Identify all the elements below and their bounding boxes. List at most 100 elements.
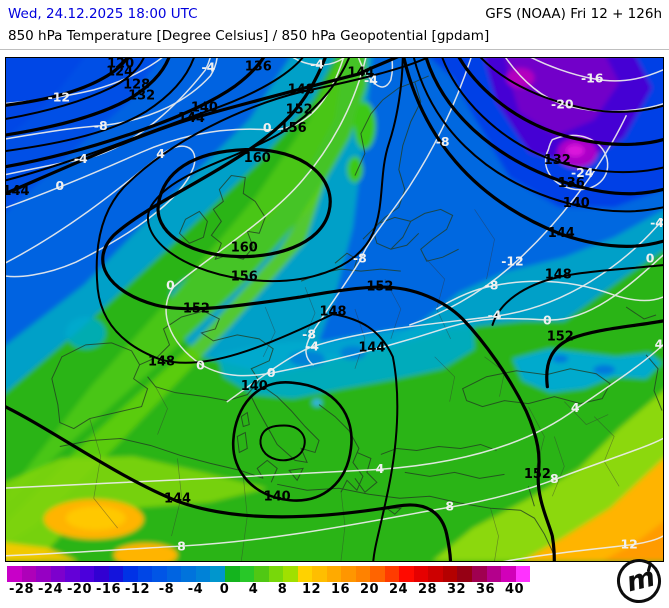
legend-color-segment xyxy=(239,566,255,582)
legend-color-segment xyxy=(166,566,182,582)
temperature-label: 0 xyxy=(543,312,552,327)
temperature-scale-labels: -28 -24 -20 -16 -12 -8 -4 0 4 8 12 16 20 24 28 32 36 40 xyxy=(0,582,669,599)
geopotential-label: 140 xyxy=(191,100,218,115)
legend-color-segment xyxy=(152,566,167,582)
legend-tick-label: -12 xyxy=(125,582,150,597)
legend-color-segment xyxy=(370,566,385,582)
legend-tick-label: 28 xyxy=(417,582,438,597)
legend-color-segment xyxy=(210,566,225,582)
legend-tick-label: -20 xyxy=(67,582,92,597)
legend-color-segment xyxy=(181,566,196,582)
legend-color-segment xyxy=(326,566,342,582)
legend-tick-label: 16 xyxy=(330,582,351,597)
legend-color-segment xyxy=(457,566,472,582)
temperature-label: 8 xyxy=(177,539,186,554)
temperature-label: 8 xyxy=(445,499,454,514)
temperature-label: 0 xyxy=(166,278,175,293)
temperature-label: 12 xyxy=(620,537,637,552)
geopotential-contours xyxy=(6,58,663,561)
geopotential-label: 156 xyxy=(280,121,307,136)
geopotential-label: 140 xyxy=(563,196,590,211)
legend-tick-label: -16 xyxy=(96,582,121,597)
legend-tick-label: 40 xyxy=(504,582,525,597)
temperature-label: -12 xyxy=(48,89,70,104)
temperature-label: -4 xyxy=(310,58,324,71)
geopotential-label: 140 xyxy=(241,379,268,394)
legend-color-segment xyxy=(36,566,51,582)
legend-color-segment xyxy=(312,566,327,582)
legend-color-segment xyxy=(108,566,124,582)
geopotential-label: 160 xyxy=(244,151,271,166)
geopotential-label: 140 xyxy=(264,490,291,505)
legend-color-segment xyxy=(224,566,240,582)
legend-tick-label: 36 xyxy=(475,582,496,597)
legend-color-segment xyxy=(297,566,313,582)
temperature-label: -4 xyxy=(74,151,88,166)
temperature-label: -8 xyxy=(302,326,316,341)
geopotential-label: 152 xyxy=(547,329,574,344)
geopotential-label: 152 xyxy=(366,280,393,295)
temperature-label: -12 xyxy=(501,254,523,269)
temperature-label: 4 xyxy=(156,146,165,161)
legend-tick-label: 24 xyxy=(388,582,409,597)
legend-color-segment xyxy=(399,566,414,582)
legend-color-segment xyxy=(283,566,298,582)
logo-letter: m xyxy=(623,561,659,599)
legend-color-segment xyxy=(355,566,371,582)
temperature-label: -20 xyxy=(551,96,574,111)
geopotential-label: 148 xyxy=(148,354,175,369)
temperature-label: -4 xyxy=(305,338,319,353)
geopotential-label: 152 xyxy=(524,467,551,482)
legend-color-segment xyxy=(79,566,95,582)
temperature-label: 4 xyxy=(376,461,385,476)
header-divider xyxy=(0,49,669,50)
geopotential-label: 156 xyxy=(231,270,258,285)
legend-color-segment xyxy=(486,566,502,582)
temperature-label: -4 xyxy=(201,59,215,74)
temperature-label: 0 xyxy=(263,120,272,135)
legend-color-segment xyxy=(195,566,211,582)
model-run-label: GFS (NOAA) Fri 12 + 126h xyxy=(485,6,662,22)
legend-tick-label: -24 xyxy=(38,582,63,597)
temperature-field xyxy=(6,58,663,561)
temperature-label: -8 xyxy=(485,278,499,293)
legend-color-segment xyxy=(428,566,443,582)
legend-tick-label: 32 xyxy=(446,582,467,597)
legend-color-segment xyxy=(21,566,37,582)
temperature-label: -8 xyxy=(94,118,108,133)
temperature-label: -4 xyxy=(650,215,663,230)
geopotential-label: 148 xyxy=(319,304,346,319)
temperature-label: -8 xyxy=(353,251,367,266)
legend-color-segment xyxy=(268,566,284,582)
geopotential-label: 148 xyxy=(288,82,315,97)
temperature-label: -24 xyxy=(571,165,594,180)
legend-color-segment xyxy=(7,566,22,582)
temperature-label: 0 xyxy=(56,178,65,193)
legend-tick-label: -28 xyxy=(9,582,34,597)
datetime-label: Wed, 24.12.2025 18:00 UTC xyxy=(8,6,198,22)
temperature-label: -4 xyxy=(488,307,502,322)
geopotential-label: 144 xyxy=(347,65,374,80)
legend-tick-label: 0 xyxy=(219,582,230,597)
weather-map: -12 -8 -4 0 4 0 -4 -4 -4 -8 -16 -20 -24 -12 -8 -8 -4 0 0 0-… xyxy=(5,57,664,562)
legend-color-segment xyxy=(341,566,356,582)
legend-color-segment xyxy=(472,566,487,582)
temperature-label: 0 xyxy=(196,357,205,372)
geopotential-label: 152 xyxy=(183,301,210,316)
geopotential-label: 144 xyxy=(358,340,385,355)
legend-color-segment xyxy=(384,566,400,582)
geopotential-label: 144 xyxy=(178,111,205,126)
legend-color-segment xyxy=(65,566,80,582)
geopotential-label: 136 xyxy=(558,176,585,191)
legend-tick-label: 4 xyxy=(248,582,259,597)
legend-tick-label: 12 xyxy=(301,582,322,597)
legend-tick-label: 8 xyxy=(277,582,288,597)
geopotential-label: 144 xyxy=(6,184,29,199)
temperature-label: -16 xyxy=(581,70,603,85)
legend-tick-label: 20 xyxy=(359,582,380,597)
temperature-label: 8 xyxy=(550,471,559,486)
legend-tick-label: -8 xyxy=(158,582,175,597)
geopotential-label: 136 xyxy=(245,59,272,74)
geopotential-label: 132 xyxy=(544,153,571,168)
